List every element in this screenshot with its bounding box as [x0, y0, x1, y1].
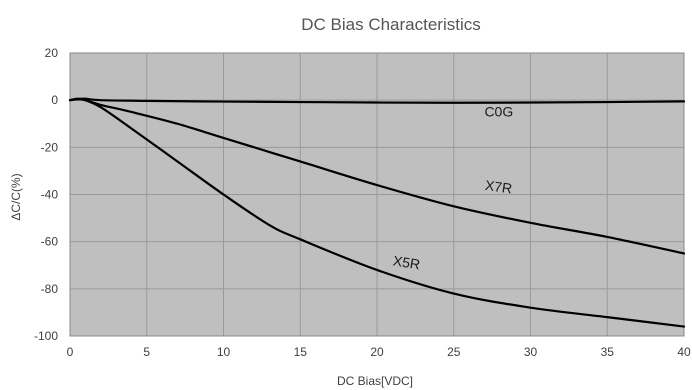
x-tick-label: 35 — [601, 345, 615, 359]
x-tick-label: 30 — [524, 345, 538, 359]
data-point-c0g — [606, 101, 608, 103]
series-label-c0g: C0G — [484, 104, 513, 120]
data-point-c0g — [683, 100, 685, 102]
data-point-x7r — [176, 123, 179, 125]
y-axis-title: ΔC/C(%) — [9, 173, 23, 220]
x-tick-label: 40 — [677, 345, 691, 359]
data-point-x7r — [529, 222, 532, 224]
data-point-x5r — [529, 307, 532, 309]
data-point-x7r — [100, 104, 102, 106]
y-tick-label: -40 — [41, 188, 59, 202]
data-point-c0g — [222, 100, 225, 103]
x-tick-label: 0 — [67, 345, 74, 359]
y-axis-ticks: 20 0 -20 -40 -60 -80 -100 — [34, 46, 58, 343]
data-point-x5r — [222, 193, 225, 196]
y-tick-label: -80 — [41, 282, 59, 296]
data-point-c0g — [100, 99, 102, 101]
y-tick-label: -100 — [34, 329, 58, 343]
data-point-x7r — [130, 111, 132, 113]
plot-border — [69, 52, 685, 337]
data-point-c0g — [376, 101, 378, 104]
data-point-x5r — [84, 99, 86, 101]
data-point-x7r — [606, 236, 608, 238]
data-point-c0g — [529, 101, 532, 104]
data-point-x7r — [299, 160, 301, 163]
x-tick-label: 10 — [217, 345, 231, 359]
x-axis-title: DC Bias[VDC] — [337, 374, 413, 388]
data-point-x7r — [453, 205, 455, 207]
y-tick-label: 0 — [51, 93, 58, 107]
data-point-c0g — [453, 102, 455, 104]
series-labels: C0G X7R X5R — [392, 104, 513, 273]
x-tick-label: 15 — [294, 345, 308, 359]
data-point-x5r — [376, 269, 378, 271]
data-point-x7r — [376, 184, 378, 186]
y-tick-label: -20 — [41, 140, 59, 154]
x-tick-label: 20 — [370, 345, 384, 359]
data-point-x7r — [222, 137, 225, 139]
series-label-x5r: X5R — [392, 252, 421, 272]
x-tick-label: 5 — [143, 345, 150, 359]
data-point-x5r — [176, 160, 179, 163]
series-label-x7r: X7R — [484, 177, 513, 197]
data-point-x5r — [299, 238, 301, 240]
data-point-x5r — [606, 316, 608, 318]
y-tick-label: 20 — [45, 46, 59, 60]
x-axis-ticks: 0 5 10 15 20 25 30 35 40 — [67, 345, 691, 359]
data-point-x7r — [683, 252, 685, 255]
data-point-x5r — [100, 106, 102, 108]
data-point-x5r — [69, 99, 71, 101]
data-point-x5r — [683, 325, 685, 328]
data-point-x5r — [453, 292, 455, 295]
y-tick-label: -60 — [41, 235, 59, 249]
data-point-x5r — [77, 98, 79, 100]
grid-lines — [69, 52, 685, 337]
data-point-c0g — [146, 100, 148, 102]
data-point-x5r — [130, 127, 132, 130]
x-tick-label: 25 — [447, 345, 461, 359]
series-group — [68, 97, 686, 328]
data-point-c0g — [299, 101, 301, 103]
data-point-x5r — [268, 224, 271, 226]
chart-title: DC Bias Characteristics — [301, 15, 481, 34]
